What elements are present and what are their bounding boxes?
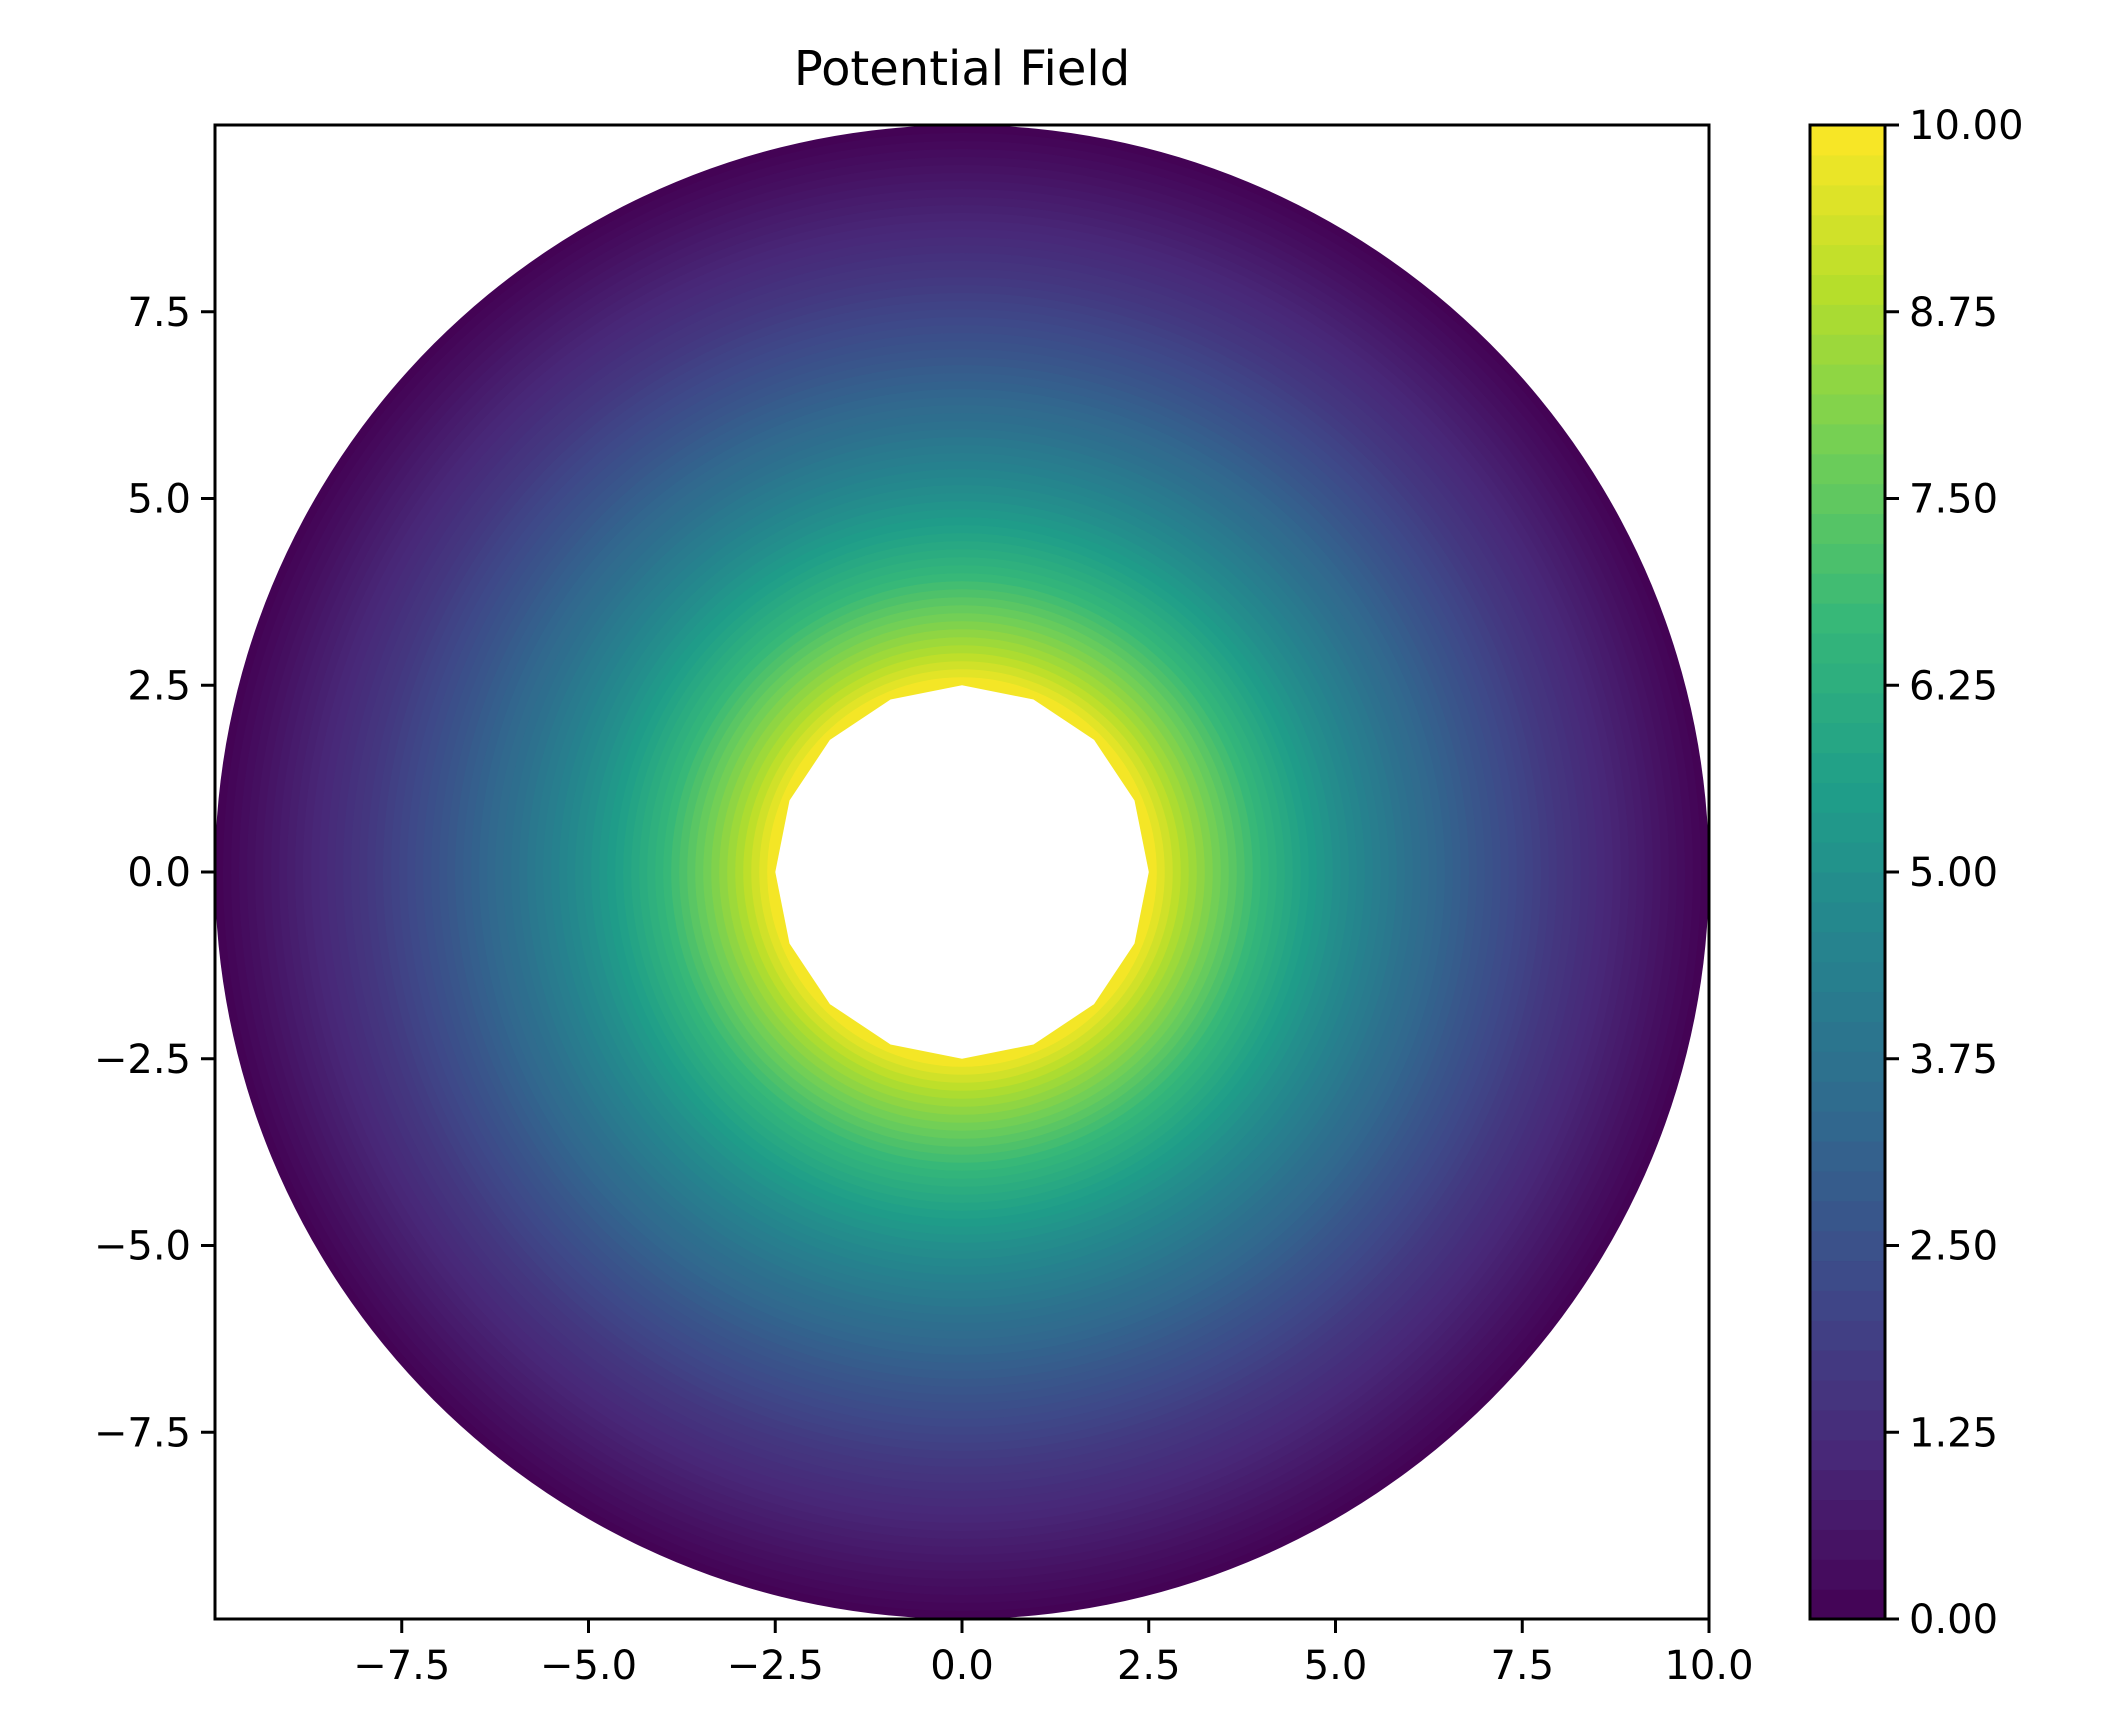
colorbar-band xyxy=(1810,1559,1885,1590)
colorbar-band xyxy=(1810,1081,1885,1112)
y-tick-label: 2.5 xyxy=(127,663,191,709)
colorbar-band xyxy=(1810,573,1885,604)
colorbar-band xyxy=(1810,1589,1885,1620)
colorbar-tick-label: 2.50 xyxy=(1909,1224,1998,1270)
colorbar-band xyxy=(1810,1529,1885,1560)
y-tick-label: 0.0 xyxy=(127,850,191,896)
colorbar-band xyxy=(1810,1350,1885,1381)
colorbar-band xyxy=(1810,901,1885,933)
colorbar-tick-label: 7.50 xyxy=(1909,477,1998,523)
colorbar-band xyxy=(1810,1140,1885,1172)
colorbar-band xyxy=(1810,1260,1885,1291)
colorbar-band xyxy=(1810,662,1885,694)
y-tick-label: 5.0 xyxy=(127,477,191,523)
colorbar-tick-label: 5.00 xyxy=(1909,850,1998,896)
y-axis: 7.5 5.0 2.5 0.0 −2.5 −5.0 −7.5 xyxy=(94,290,215,1456)
colorbar-band xyxy=(1810,1290,1885,1321)
colorbar-band xyxy=(1810,1230,1885,1262)
y-tick-label: −5.0 xyxy=(94,1224,191,1270)
colorbar-tick-label: 3.75 xyxy=(1909,1037,1998,1083)
colorbar-band xyxy=(1810,1439,1885,1471)
colorbar-tick-label: 6.25 xyxy=(1909,663,1998,709)
colorbar-band xyxy=(1810,1111,1885,1142)
colorbar-band xyxy=(1810,1051,1885,1082)
colorbar-band xyxy=(1810,842,1885,873)
x-tick-label: 2.5 xyxy=(1117,1643,1181,1689)
colorbar-band xyxy=(1810,931,1885,963)
x-tick-label: −2.5 xyxy=(727,1643,824,1689)
colorbar-band xyxy=(1810,125,1885,156)
x-tick-label: 7.5 xyxy=(1490,1643,1554,1689)
colorbar-band xyxy=(1810,961,1885,993)
colorbar-band xyxy=(1810,214,1885,246)
colorbar-ticks: 0.00 1.25 2.50 3.75 5.00 6.25 7.50 8.75 10.00 xyxy=(1885,103,2024,1643)
colorbar-tick-label: 10.00 xyxy=(1909,103,2024,149)
colorbar-band xyxy=(1810,364,1885,395)
colorbar-tick-label: 0.00 xyxy=(1909,1597,1998,1643)
colorbar-band xyxy=(1810,513,1885,544)
colorbar-band xyxy=(1810,1200,1885,1232)
colorbar-band xyxy=(1810,1021,1885,1052)
colorbar-band xyxy=(1810,393,1885,425)
chart-title: Potential Field xyxy=(794,41,1130,97)
colorbar-band xyxy=(1810,543,1885,574)
x-axis: −7.5 −5.0 −2.5 0.0 2.5 5.0 7.5 10.0 xyxy=(353,1619,1754,1689)
colorbar-band xyxy=(1810,453,1885,485)
x-tick-label: 10.0 xyxy=(1664,1643,1753,1689)
y-tick-label: −7.5 xyxy=(94,1410,191,1456)
colorbar-band xyxy=(1810,334,1885,365)
colorbar-band xyxy=(1810,632,1885,664)
colorbar-band xyxy=(1810,483,1885,515)
inner-hole xyxy=(775,685,1149,1059)
y-tick-label: −2.5 xyxy=(94,1037,191,1083)
colorbar-tick-label: 8.75 xyxy=(1909,290,1998,336)
colorbar-band xyxy=(1810,304,1885,335)
colorbar-band xyxy=(1810,244,1885,275)
colorbar-band xyxy=(1810,692,1885,724)
colorbar-band xyxy=(1810,423,1885,455)
colorbar-bands xyxy=(1810,125,1885,1620)
x-tick-label: 0.0 xyxy=(930,1643,994,1689)
x-tick-label: −7.5 xyxy=(353,1643,450,1689)
colorbar-band xyxy=(1810,782,1885,813)
colorbar-band xyxy=(1810,274,1885,305)
colorbar-band xyxy=(1810,184,1885,216)
colorbar-band xyxy=(1810,1499,1885,1530)
colorbar-band xyxy=(1810,1469,1885,1501)
colorbar-band xyxy=(1810,812,1885,843)
colorbar-band xyxy=(1810,1379,1885,1411)
colorbar-band xyxy=(1810,154,1885,186)
x-tick-label: −5.0 xyxy=(540,1643,637,1689)
x-tick-label: 5.0 xyxy=(1304,1643,1368,1689)
colorbar-band xyxy=(1810,752,1885,783)
colorbar: 0.00 1.25 2.50 3.75 5.00 6.25 7.50 8.75 10.00 xyxy=(1808,103,2024,1643)
colorbar-band xyxy=(1810,722,1885,754)
plot-area xyxy=(213,123,1711,1621)
colorbar-band xyxy=(1810,603,1885,634)
colorbar-band xyxy=(1810,1170,1885,1202)
colorbar-band xyxy=(1810,991,1885,1022)
colorbar-band xyxy=(1810,1320,1885,1351)
colorbar-band xyxy=(1810,1409,1885,1441)
colorbar-tick-label: 1.25 xyxy=(1909,1410,1998,1456)
y-tick-label: 7.5 xyxy=(127,290,191,336)
colorbar-band xyxy=(1810,872,1885,903)
